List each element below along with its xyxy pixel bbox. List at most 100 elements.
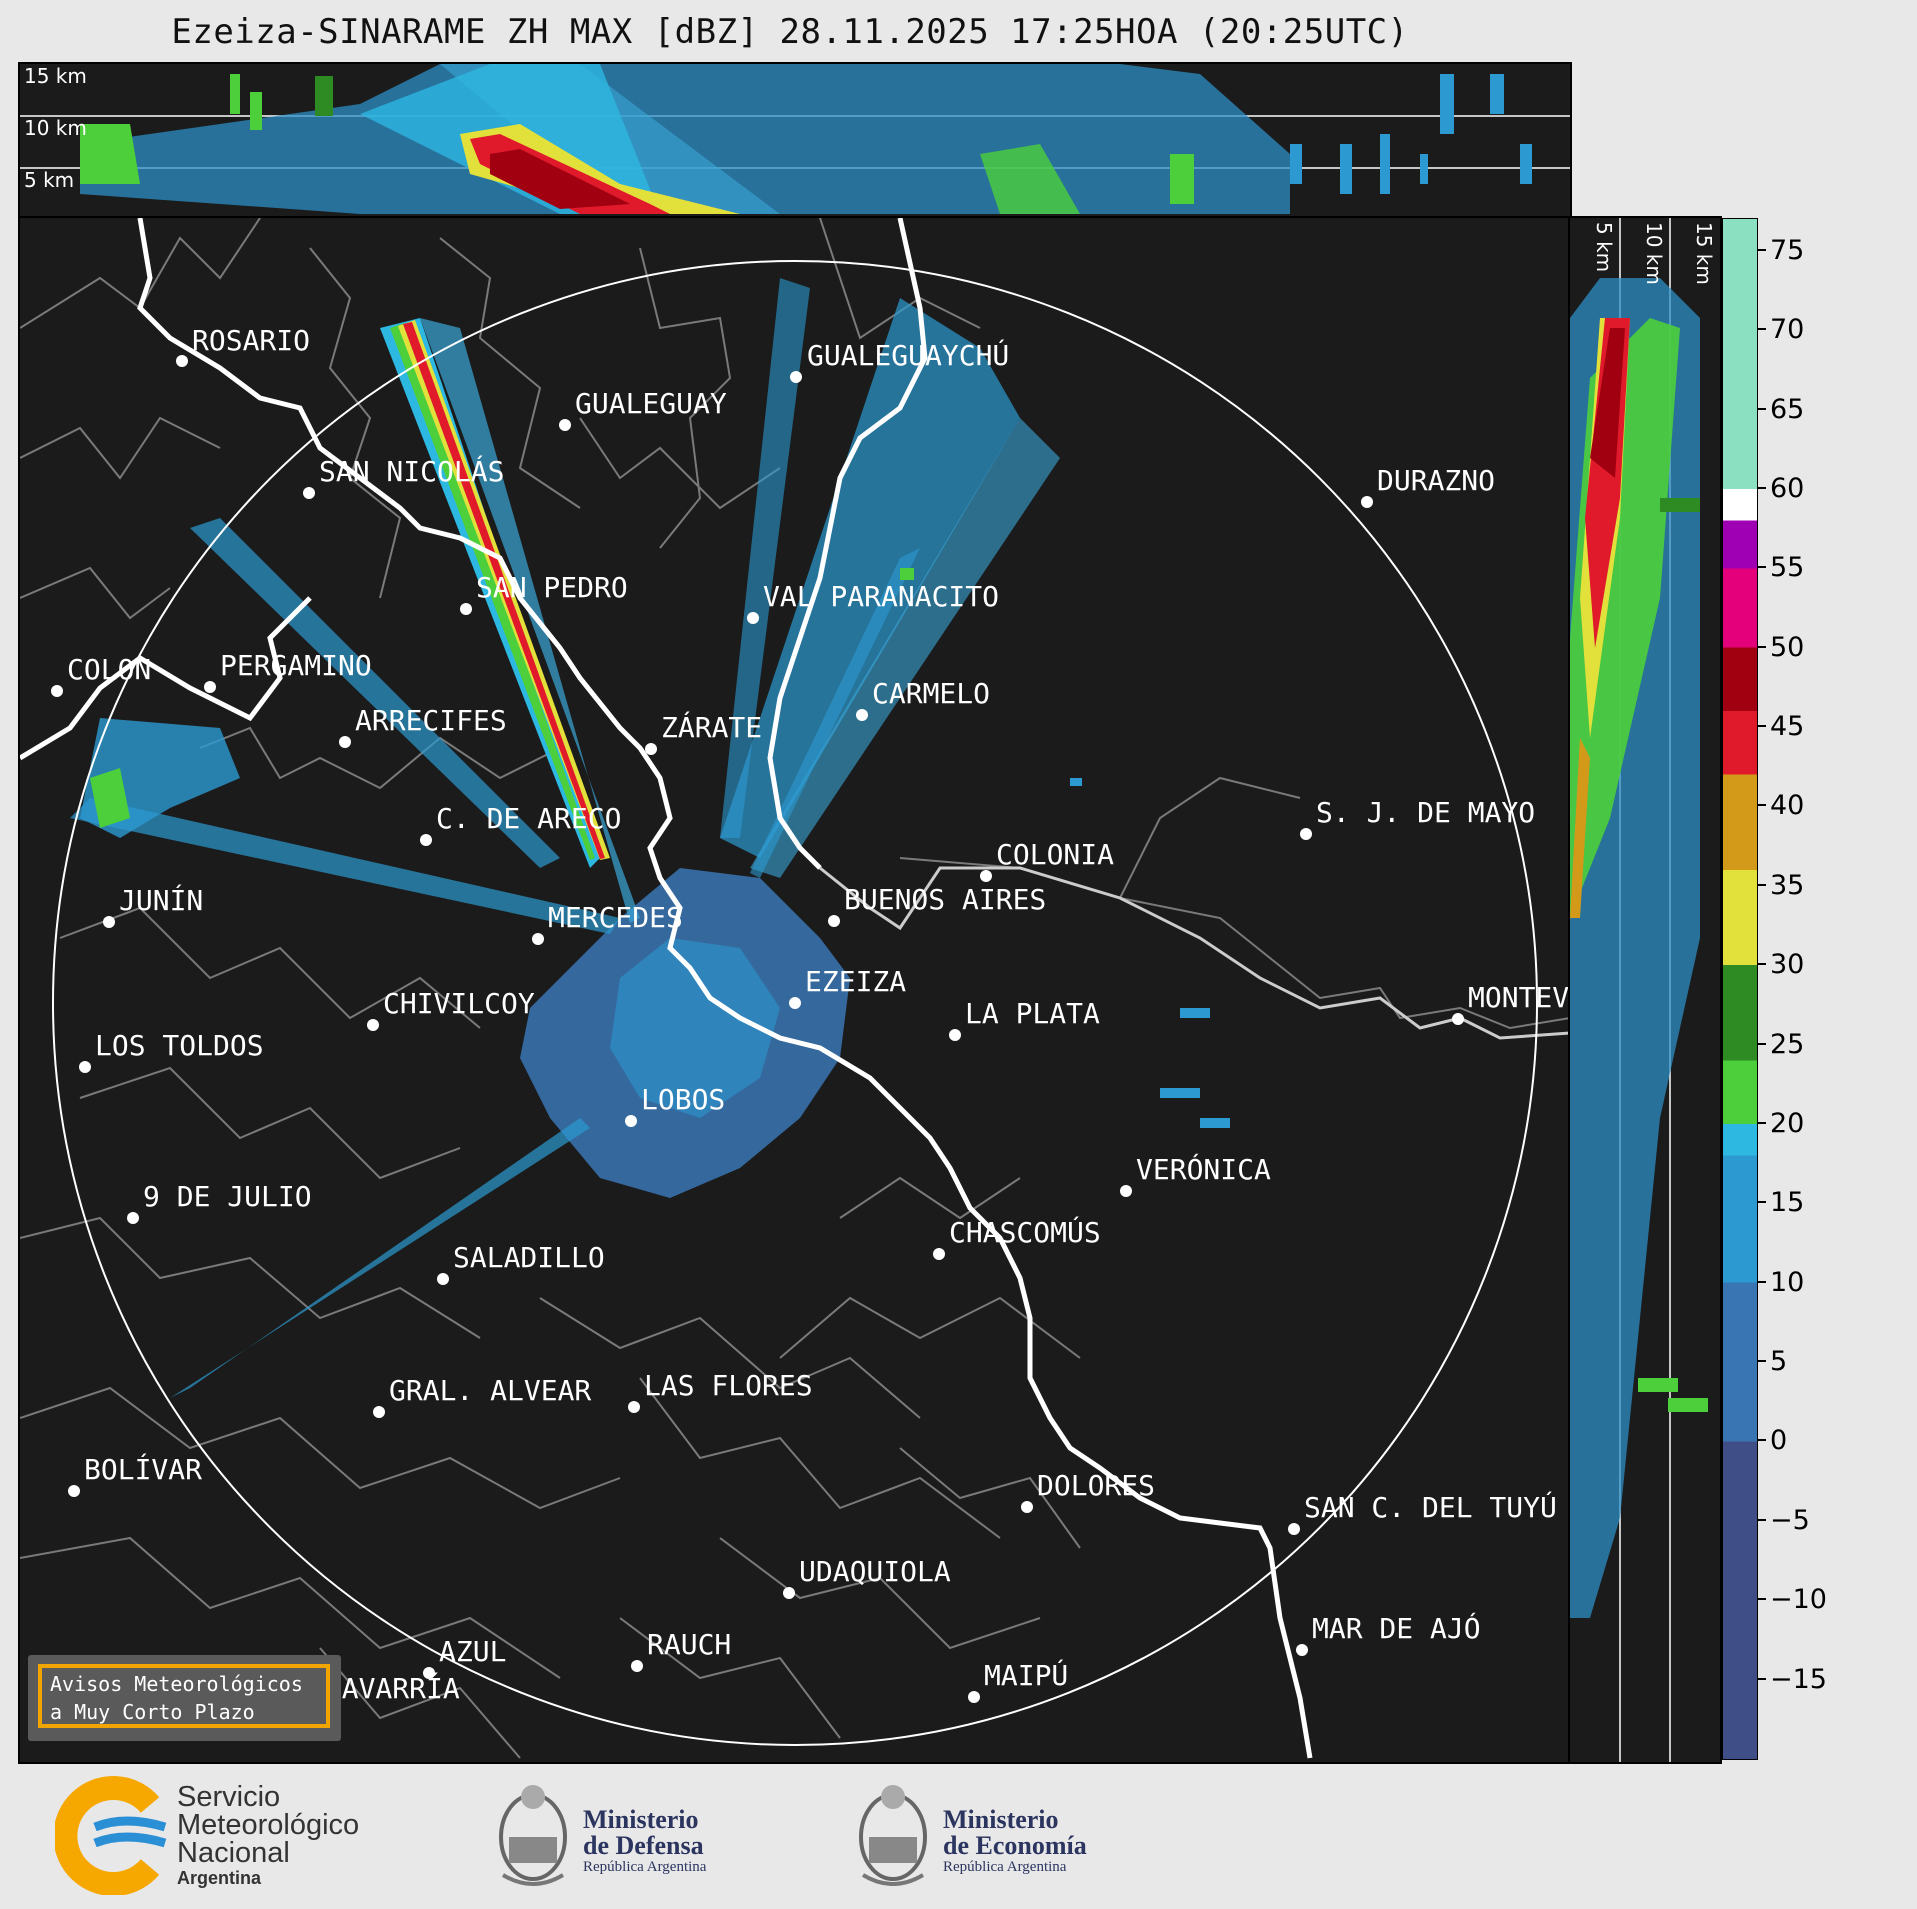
city-bolivar: BOLÍVAR [84,1452,202,1486]
smn-logo: Servicio Meteorológico Nacional Argentin… [55,1775,395,1895]
smn-logo-icon [55,1776,167,1895]
colorbar-tick-mark [1758,725,1766,728]
range-ring [52,260,1538,1746]
city-chivilcoy: CHIVILCOY [383,987,535,1020]
city-las-flores: LAS FLORES [644,1369,813,1402]
city-veronica: VERÓNICA [1136,1152,1271,1186]
city-carmelo: CARMELO [872,677,990,710]
city-zarate: ZÁRATE [661,710,762,744]
admin-boundaries [20,218,1570,1759]
city-9-de-julio: 9 DE JULIO [143,1180,312,1213]
side-cross-section-panel: 5 km 10 km 15 km [1568,216,1722,1764]
defensa-logo: Ministerio de Defensa República Argentin… [495,1775,755,1895]
altitude-label-10km: 10 km [24,116,87,140]
city-buenos-aires: BUENOS AIRES [844,883,1046,916]
side-cross-section-echoes [1570,218,1708,1762]
smn-name-line2: Meteorológico [177,1809,360,1841]
colorbar-tick-mark [1758,486,1766,489]
defensa-line2: de Defensa [583,1831,704,1860]
rivers-and-borders [20,218,1313,1759]
city-la-plata: LA PLATA [965,997,1100,1030]
colorbar-tick-mark [1758,1201,1766,1204]
argentina-coat-of-arms-icon [499,1785,567,1886]
warning-badge[interactable]: Avisos Meteorológicos a Muy Corto Plazo [28,1655,341,1741]
side-altitude-label-5km: 5 km [1592,222,1616,273]
colorbar-tick-mark [1758,963,1766,966]
dbz-colorbar [1722,218,1758,1760]
city-pergamino: PERGAMINO [220,649,372,682]
smn-name-line4: Argentina [177,1868,262,1888]
city-mercedes: MERCEDES [548,901,683,934]
colorbar-tick-mark [1758,1598,1766,1601]
city-montevideo: MONTEVIDEO [1468,981,1570,1014]
colorbar-tick-label: 40 [1770,790,1805,822]
colorbar-tick-label: 75 [1770,234,1805,266]
colorbar-tick-mark [1758,645,1766,648]
colorbar-tick-label: 70 [1770,314,1805,346]
warning-badge-text: Avisos Meteorológicos a Muy Corto Plazo [38,1664,330,1728]
city-azul: AZUL [439,1635,506,1668]
colorbar-tick-label: −15 [1770,1663,1827,1695]
colorbar-tick-mark [1758,1677,1766,1680]
city-los-toldos: LOS TOLDOS [95,1029,264,1062]
colorbar-tick-label: 45 [1770,711,1805,743]
economia-line1: Ministerio [943,1805,1059,1834]
colorbar-tick-label: 0 [1770,1425,1788,1457]
city-val-paranacito: VAL PARANACITO [763,580,999,613]
city-colon: COLON [67,653,151,686]
city-chascomus: CHASCOMÚS [949,1215,1101,1249]
economia-logo: Ministerio de Economía República Argenti… [855,1775,1135,1895]
city-lobos: LOBOS [641,1083,725,1116]
city-colonia: COLONIA [996,838,1114,871]
side-altitude-label-15km: 15 km [1692,222,1716,285]
colorbar-tick-label: 55 [1770,552,1805,584]
city-c-de-areco: C. DE ARECO [436,802,621,835]
radar-map: ROSARIO GUALEGUAYCHÚ GUALEGUAY SAN NICOL… [20,218,1570,1759]
colorbar-tick-label: 20 [1770,1107,1805,1139]
city-rosario: ROSARIO [192,324,310,357]
top-cross-section-panel: 15 km 10 km 5 km [18,62,1572,220]
city-san-pedro: SAN PEDRO [476,571,628,604]
argentina-coat-of-arms-icon [859,1785,927,1886]
colorbar-tick-label: −10 [1770,1584,1827,1616]
radar-map-panel[interactable]: ROSARIO GUALEGUAYCHÚ GUALEGUAY SAN NICOL… [18,216,1572,1764]
economia-line2: de Economía [943,1831,1087,1860]
colorbar-tick-mark [1758,248,1766,251]
colorbar-tick-label: 60 [1770,472,1805,504]
city-durazno: DURAZNO [1377,464,1495,497]
colorbar-tick-label: 5 [1770,1346,1788,1378]
city-rauch: RAUCH [647,1628,731,1661]
colorbar-tick-mark [1758,1042,1766,1045]
colorbar-tick-mark [1758,566,1766,569]
colorbar-tick-mark [1758,804,1766,807]
colorbar-tick-mark [1758,1280,1766,1283]
altitude-label-5km: 5 km [24,168,75,192]
chart-title: Ezeiza-SINARAME ZH MAX [dBZ] 28.11.2025 … [171,12,1409,52]
colorbar-tick-label: 30 [1770,949,1805,981]
city-maipu: MAIPÚ [984,1658,1068,1692]
city-san-nicolas: SAN NICOLÁS [319,454,504,488]
city-gral-alvear: GRAL. ALVEAR [389,1374,591,1407]
colorbar-tick-mark [1758,1121,1766,1124]
colorbar-tick-mark [1758,1360,1766,1363]
city-s-j-de-mayo: S. J. DE MAYO [1316,796,1535,829]
side-altitude-label-10km: 10 km [1642,222,1666,285]
colorbar-tick-label: 65 [1770,393,1805,425]
radar-echoes [70,278,1230,1398]
defensa-line1: Ministerio [583,1805,699,1834]
colorbar-tick-label: 10 [1770,1266,1805,1298]
colorbar-tick-label: 25 [1770,1028,1805,1060]
top-cross-section-echoes [20,64,1570,214]
city-udaquiola: UDAQUIOLA [799,1555,951,1588]
colorbar-tick-label: 50 [1770,631,1805,663]
city-arrecifes: ARRECIFES [355,704,507,737]
city-san-c-del-tuyu: SAN C. DEL TUYÚ [1304,1490,1557,1524]
economia-line3: República Argentina [943,1859,1067,1875]
city-gualeguaychu: GUALEGUAYCHÚ [807,338,1009,372]
city-dolores: DOLORES [1037,1469,1155,1502]
defensa-line3: República Argentina [583,1859,707,1875]
colorbar-tick-label: 35 [1770,869,1805,901]
city-junin: JUNÍN [119,883,203,917]
colorbar-tick-label: −5 [1770,1504,1810,1536]
colorbar-tick-mark [1758,1439,1766,1442]
